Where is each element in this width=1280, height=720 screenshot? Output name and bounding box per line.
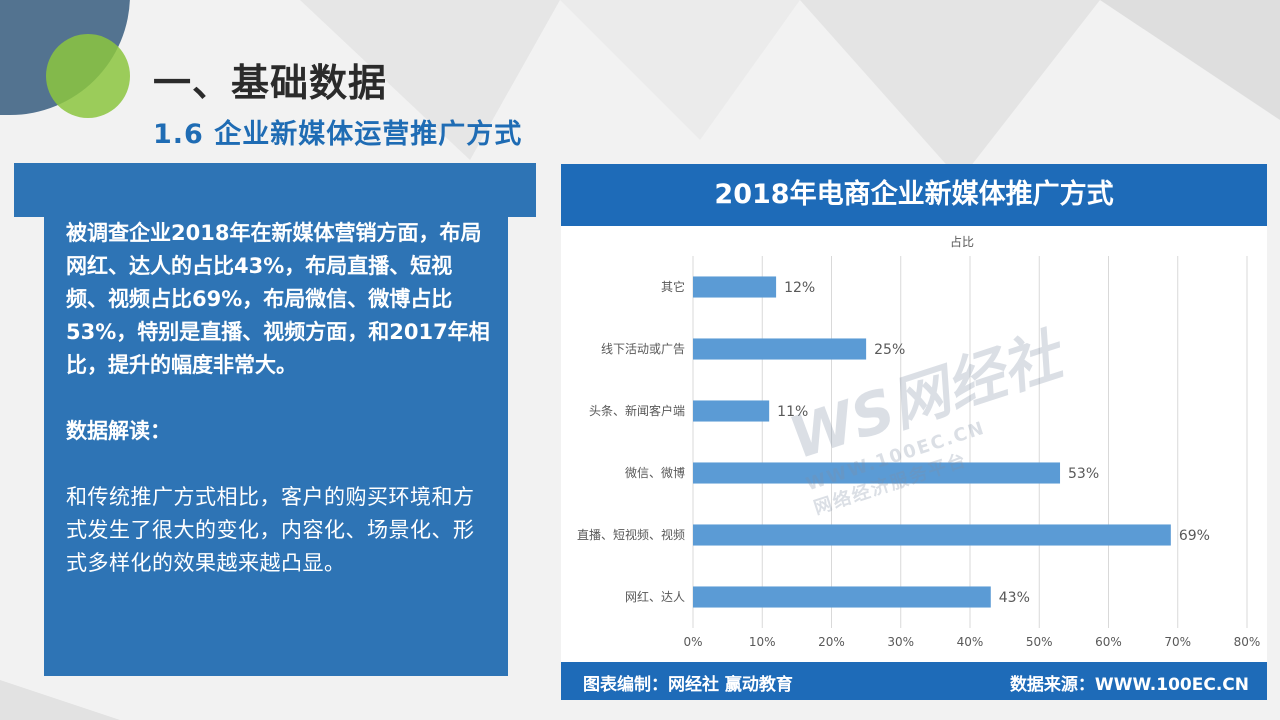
bar (693, 400, 770, 422)
chart-header: 2018年电商企业新媒体推广方式 (561, 164, 1267, 226)
chart-footer-credit: 图表编制：网经社 赢动教育 (583, 675, 793, 695)
category-label: 直播、短视频、视频 (577, 527, 685, 542)
x-tick-label: 10% (749, 635, 776, 649)
x-tick-label: 80% (1234, 635, 1261, 649)
panel-paragraph-2: 和传统推广方式相比，客户的购买环境和方式发生了很大的变化，内容化、场景化、形式多… (66, 485, 475, 575)
chart-container: 2018年电商企业新媒体推广方式 占比 0% 10% 20% 30% 40% 50% 60% 7… (561, 164, 1267, 700)
category-label: 其它 (661, 279, 685, 294)
bar (693, 276, 777, 298)
category-label: 网红、达人 (625, 589, 685, 604)
x-tick-label: 30% (887, 635, 914, 649)
panel-heading: 数据解读： (66, 419, 171, 443)
data-label: 11% (777, 404, 808, 420)
bar-chart: 占比 0% 10% 20% 30% 40% 50% 60% 70% 80% 其它 12% 线下活动或广告… (577, 234, 1261, 649)
panel-paragraph-1: 被调查企业2018年在新媒体营销方面，布局网红、达人的占比43%，布局直播、短视… (66, 221, 490, 377)
panel-text: 被调查企业2018年在新媒体营销方面，布局网红、达人的占比43%，布局直播、短视… (66, 217, 490, 580)
chart-title: 占比 (950, 234, 974, 249)
bar (693, 524, 1171, 546)
page-subtitle: 1.6 企业新媒体运营推广方式 (153, 119, 523, 150)
data-label: 12% (784, 280, 815, 296)
x-tick-label: 20% (818, 635, 845, 649)
text-panel (44, 200, 508, 676)
category-label: 头条、新闻客户端 (589, 403, 685, 418)
bar (693, 338, 867, 360)
bar (693, 462, 1061, 484)
chart-footer-source: 数据来源：WWW.100EC.CN (1009, 675, 1249, 695)
data-label: 69% (1179, 528, 1210, 544)
x-tick-label: 40% (957, 635, 984, 649)
x-tick-label: 0% (683, 635, 702, 649)
data-label: 25% (874, 342, 905, 358)
category-label: 线下活动或广告 (601, 342, 685, 356)
x-tick-label: 50% (1026, 635, 1053, 649)
x-tick-label: 60% (1095, 635, 1122, 649)
category-label: 微信、微博 (625, 465, 685, 480)
data-label: 53% (1068, 466, 1099, 482)
chart-footer: 图表编制：网经社 赢动教育 数据来源：WWW.100EC.CN (561, 662, 1267, 700)
page-title: 一、基础数据 (153, 61, 388, 105)
data-label: 43% (999, 590, 1030, 606)
x-tick-label: 70% (1164, 635, 1191, 649)
decorative-green-circle (46, 34, 130, 118)
bar (693, 586, 991, 608)
